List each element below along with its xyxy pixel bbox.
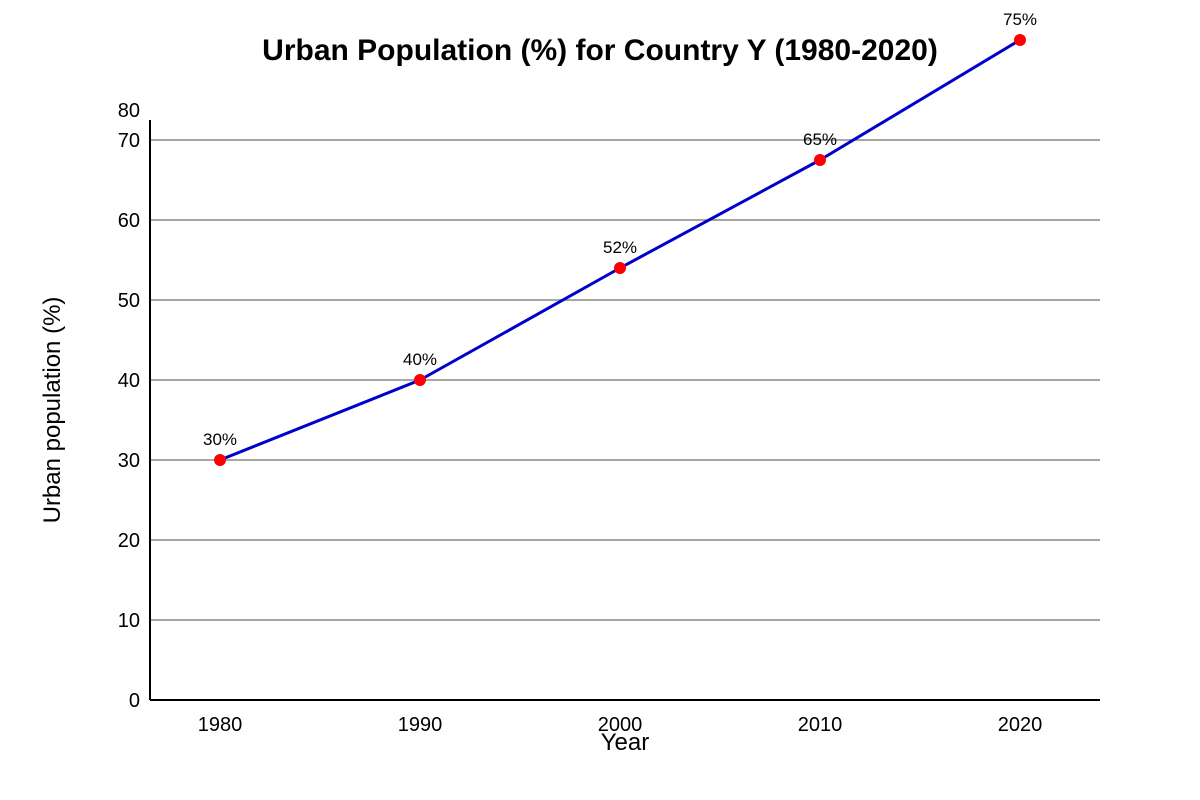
x-tick-label: 2010 xyxy=(798,714,843,736)
data-point xyxy=(614,262,626,274)
data-label: 75% xyxy=(1003,10,1037,29)
y-tick-label: 80 xyxy=(118,100,140,122)
data-label: 52% xyxy=(603,238,637,257)
y-tick-label: 30 xyxy=(118,450,140,472)
data-markers xyxy=(214,34,1026,466)
data-point xyxy=(414,374,426,386)
y-tick-label: 70 xyxy=(118,130,140,152)
data-label: 65% xyxy=(803,130,837,149)
data-point xyxy=(814,154,826,166)
data-point xyxy=(214,454,226,466)
x-axis-ticks: 1980 1990 2000 2010 2020 xyxy=(198,714,1043,736)
y-tick-label: 50 xyxy=(118,290,140,312)
data-labels: 30% 40% 52% 65% 75% xyxy=(203,10,1037,449)
x-tick-label: 2020 xyxy=(998,714,1043,736)
x-tick-label: 1990 xyxy=(398,714,443,736)
data-point xyxy=(1014,34,1026,46)
data-label: 40% xyxy=(403,350,437,369)
x-tick-label: 1980 xyxy=(198,714,243,736)
x-tick-label: 2000 xyxy=(598,714,643,736)
y-tick-label: 0 xyxy=(129,690,140,712)
y-axis-label: Urban population (%) xyxy=(39,297,66,524)
y-tick-label: 40 xyxy=(118,370,140,392)
y-tick-label: 20 xyxy=(118,530,140,552)
y-tick-label: 60 xyxy=(118,210,140,232)
y-tick-label: 10 xyxy=(118,610,140,632)
gridlines xyxy=(150,139,1100,621)
chart-title: Urban Population (%) for Country Y (1980… xyxy=(262,34,938,67)
data-label: 30% xyxy=(203,430,237,449)
y-axis-ticks: 0 10 20 30 40 50 60 70 80 xyxy=(118,100,140,712)
x-axis-label: Year xyxy=(601,729,650,756)
